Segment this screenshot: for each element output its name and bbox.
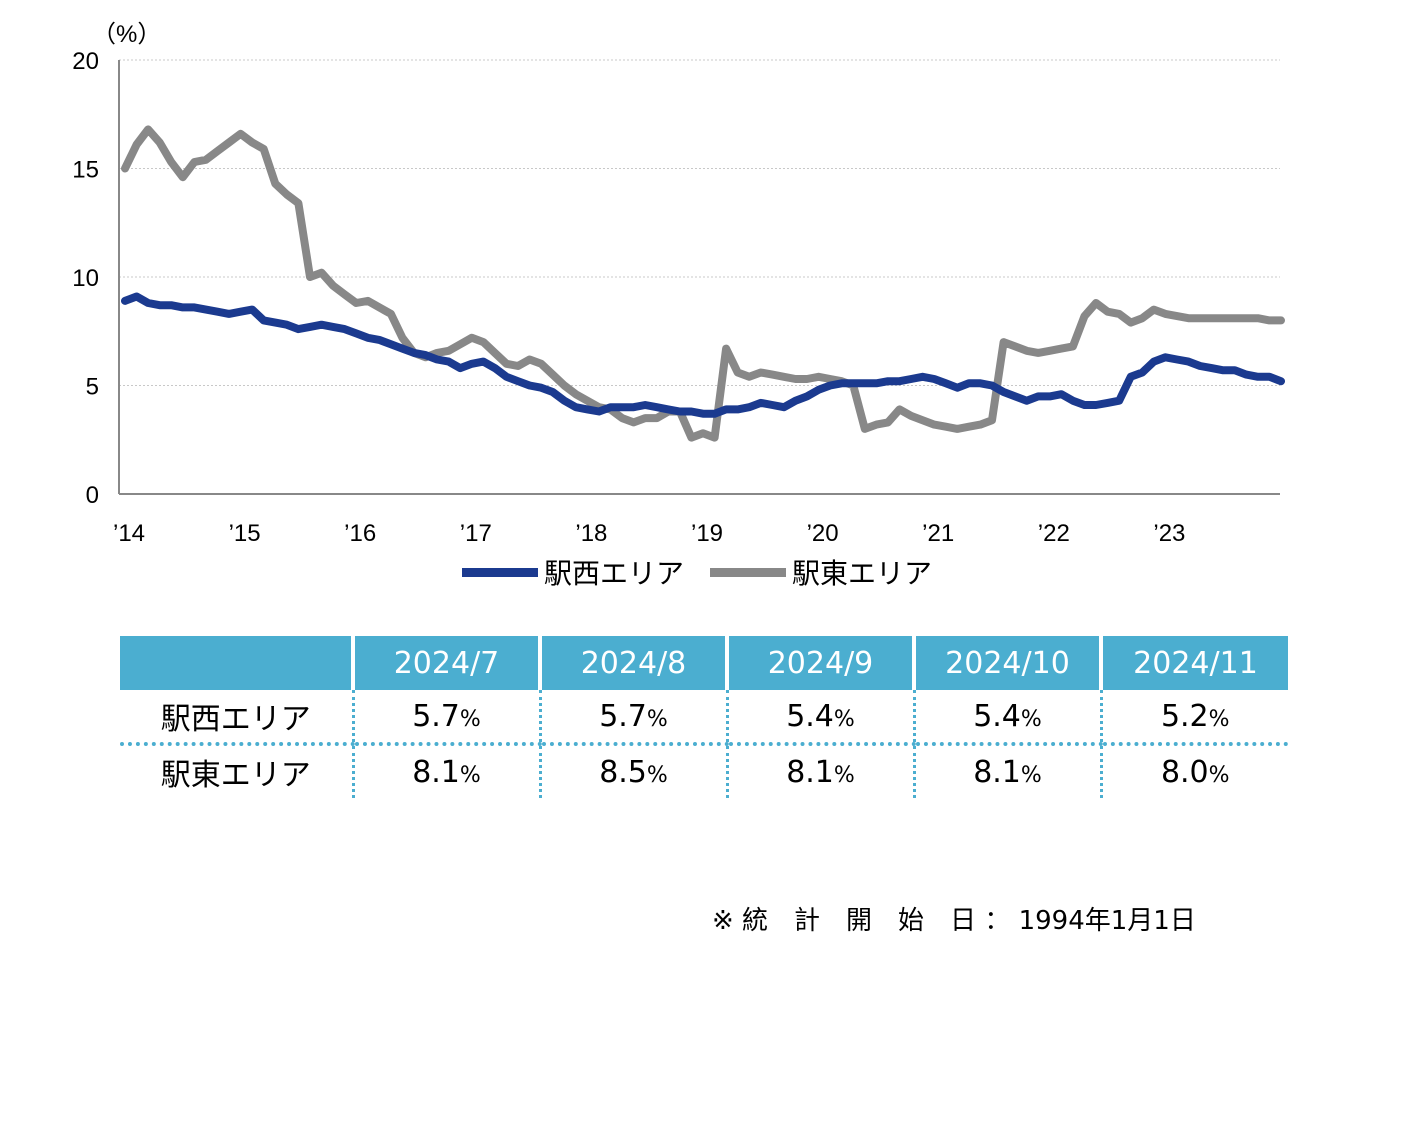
legend: 駅西エリア 駅東エリア [462, 552, 958, 592]
y-tick-label: 5 [86, 374, 99, 401]
table-cell: 8.1% [725, 744, 914, 798]
vacancy-rate-table: 2024/7 2024/8 2024/9 2024/10 2024/11 駅西エ… [120, 636, 1288, 798]
table-header-cell: 2024/8 [538, 636, 727, 690]
table-cell: 8.1% [351, 744, 540, 798]
table-header-cell: 2024/11 [1099, 636, 1288, 690]
x-tick-label: ’20 [807, 520, 839, 547]
table-row: 駅東エリア 8.1% 8.5% 8.1% 8.1% 8.0% [120, 744, 1288, 798]
y-tick-label: 10 [72, 265, 99, 292]
legend-label-west: 駅西エリア [544, 557, 685, 590]
x-tick-label: ’15 [229, 520, 261, 547]
table-header-corner [120, 636, 353, 690]
y-tick-label: 20 [72, 48, 99, 75]
legend-swatch-west [462, 567, 538, 577]
series-lines [121, 125, 1285, 442]
row-label-west: 駅西エリア [120, 690, 353, 746]
x-tick-label: ’18 [575, 520, 607, 547]
y-tick-label: 15 [72, 157, 99, 184]
series-line-west [121, 292, 1285, 418]
table-cell: 8.0% [1099, 744, 1288, 798]
y-tick-label: 0 [86, 482, 99, 509]
table-header-row: 2024/7 2024/8 2024/9 2024/10 2024/11 [120, 636, 1288, 690]
table-cell: 5.2% [1099, 690, 1288, 746]
legend-item-west: 駅西エリア [462, 552, 684, 592]
legend-item-east: 駅東エリア [710, 552, 932, 592]
x-axis-ticks: ’14 ’15 ’16 ’17 ’18 ’19 ’20 ’21 ’22 ’23 [113, 520, 1185, 547]
x-tick-label: ’14 [113, 520, 145, 547]
x-tick-label: ’17 [460, 520, 492, 547]
x-tick-label: ’23 [1153, 520, 1185, 547]
table-header-cell: 2024/9 [725, 636, 914, 690]
x-tick-label: ’22 [1038, 520, 1070, 547]
y-axis-unit-label: （%） [92, 21, 161, 48]
x-tick-label: ’16 [344, 520, 376, 547]
table-cell: 5.7% [538, 690, 727, 746]
table-cell: 5.7% [351, 690, 540, 746]
table-header-cell: 2024/7 [351, 636, 540, 690]
table-cell: 8.5% [538, 744, 727, 798]
vacancy-rate-line-chart: （%） 0 5 10 15 20 ’14 ’15 ’16 ’17 ’18 ’19 ’20 ’21 ’22… [72, 21, 1285, 547]
x-tick-label: ’19 [691, 520, 723, 547]
table-cell: 5.4% [912, 690, 1101, 746]
series-line-east [121, 125, 1285, 442]
x-tick-label: ’21 [922, 520, 954, 547]
row-label-east: 駅東エリア [160, 758, 311, 793]
table-cell: 8.1% [912, 744, 1101, 798]
gridlines [119, 59, 1280, 386]
legend-swatch-east [710, 567, 787, 577]
statistics-start-note: ※ 統 計 開 始 日 ： 1994年1月1日 [712, 906, 1196, 936]
table-row: 駅西エリア 5.7% 5.7% 5.4% 5.4% 5.2% [120, 690, 1288, 746]
table-cell: 5.4% [725, 690, 914, 746]
table-header-cell: 2024/10 [912, 636, 1101, 690]
y-axis-ticks: 0 5 10 15 20 [72, 48, 99, 509]
legend-label-east: 駅東エリア [792, 557, 933, 590]
